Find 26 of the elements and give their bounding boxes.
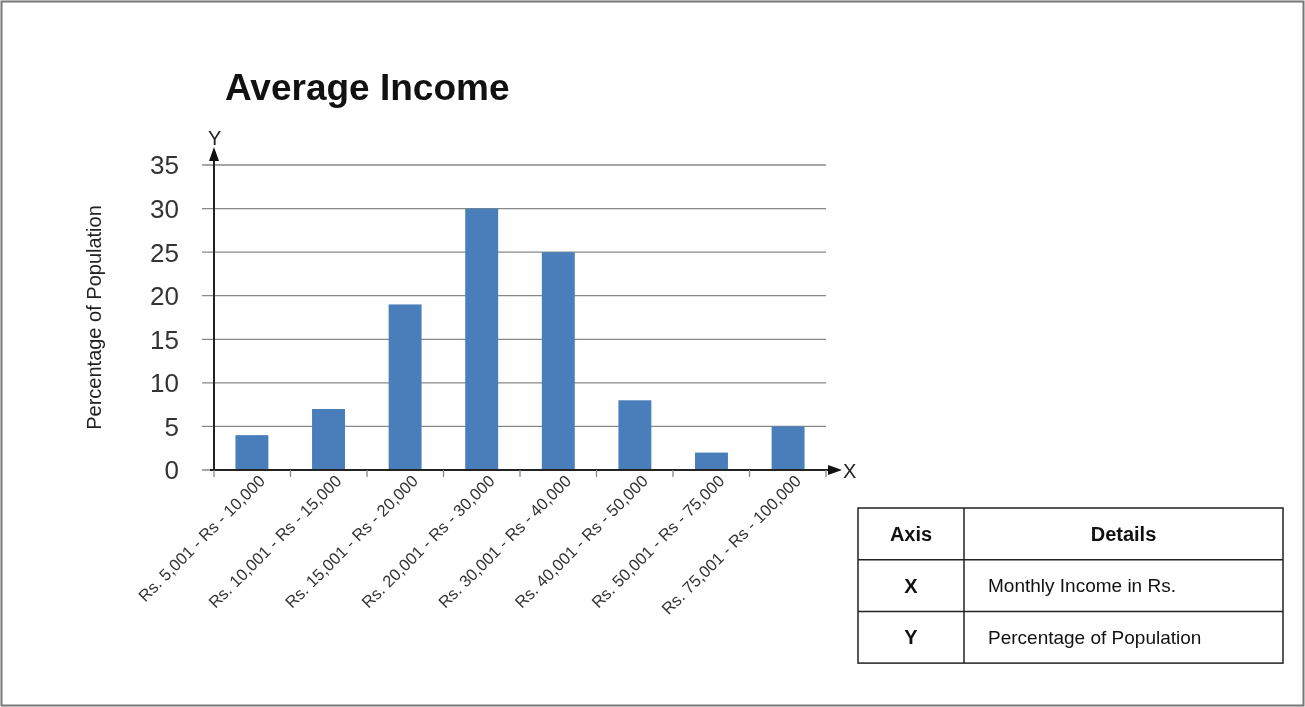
bar: [388, 304, 422, 470]
bar: [465, 208, 499, 470]
bar: [541, 252, 575, 470]
y-tick-label: 20: [150, 281, 179, 312]
text: X: [843, 460, 857, 482]
y-tick-label: 35: [150, 150, 179, 181]
chart-title: Average Income: [225, 67, 510, 108]
bar: [618, 400, 652, 470]
text: Axis: [889, 523, 933, 546]
y-tick-label: 0: [164, 455, 179, 486]
text: Y: [904, 626, 919, 649]
bar: [695, 452, 728, 470]
text: Percentage of Population: [988, 627, 1202, 649]
y-tick-label: 15: [150, 324, 179, 355]
bar: [771, 426, 805, 470]
bar: [235, 435, 269, 470]
bar: [312, 409, 345, 470]
y-tick-label: 5: [164, 411, 179, 442]
text: X: [904, 574, 919, 597]
y-tick-label: 10: [150, 368, 179, 399]
y-tick-label: 25: [150, 237, 179, 268]
y-tick-label: 30: [150, 193, 179, 224]
y-axis-title: Percentage of Population: [83, 205, 105, 430]
text: Y: [208, 127, 222, 149]
text: Monthly Income in Rs.: [988, 575, 1176, 597]
text: Details: [1090, 523, 1157, 546]
